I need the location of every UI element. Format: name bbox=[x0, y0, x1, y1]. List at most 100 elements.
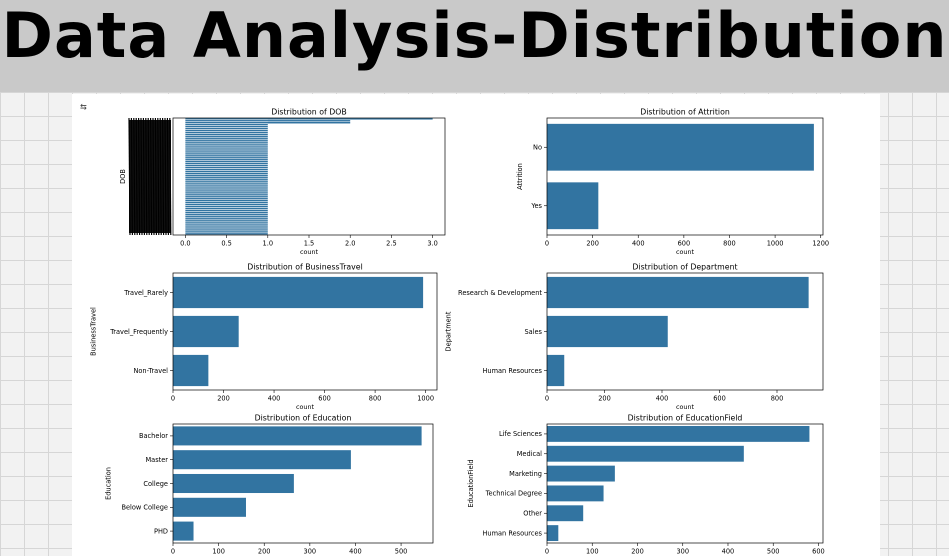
chart-1-label-stroke bbox=[162, 117, 165, 236]
chart-2-xtick-label: 1000 bbox=[767, 240, 784, 248]
chart-1-label-stroke bbox=[147, 117, 150, 236]
chart-6-title: Distribution of EducationField bbox=[628, 414, 743, 423]
chart-6-bar-technical-degree bbox=[547, 485, 604, 502]
chart-5-bar-phd bbox=[173, 521, 194, 541]
chart-1-bar bbox=[185, 190, 268, 192]
chart-5-xtick-label: 400 bbox=[349, 548, 362, 556]
chart-1-bar bbox=[185, 198, 268, 200]
chart-1-bar bbox=[185, 125, 268, 128]
chart-1-bar bbox=[185, 145, 268, 147]
chart-1-bar bbox=[185, 188, 268, 190]
chart-1-bar bbox=[185, 196, 268, 198]
chart-1-bar bbox=[185, 215, 268, 218]
chart-5-bar-master bbox=[173, 450, 351, 470]
chart-4-xtick-label: 200 bbox=[598, 395, 611, 403]
chart-4-xtick-label: 600 bbox=[713, 395, 726, 403]
chart-3-ylabel: BusinessTravel bbox=[89, 307, 97, 356]
chart-5-xtick-label: 0 bbox=[171, 548, 175, 556]
chart-1-bar bbox=[185, 166, 268, 169]
chart-2-xtick-label: 400 bbox=[632, 240, 645, 248]
chart-5-bar-college bbox=[173, 473, 294, 494]
chart-5-bar-below-college bbox=[173, 497, 246, 517]
chart-5-title: Distribution of Education bbox=[255, 414, 352, 423]
chart-1-bar bbox=[185, 155, 268, 157]
chart-1-bar bbox=[185, 131, 268, 134]
chart-3-ytick-label-non-travel: Non-Travel bbox=[133, 367, 168, 375]
chart-5-ylabel: Education bbox=[104, 467, 112, 500]
chart-4-ytick-label-sales: Sales bbox=[524, 328, 542, 336]
chart-2-title: Distribution of Attrition bbox=[640, 108, 730, 117]
chart-3-bar-non-travel bbox=[173, 354, 209, 387]
chart-1-label-stroke bbox=[164, 117, 167, 236]
chart-4-axes-frame bbox=[546, 272, 824, 391]
chart-6-ytick-label-medical: Medical bbox=[517, 450, 542, 458]
chart-5-bar-bachelor bbox=[173, 426, 422, 446]
chart-2-ytick-label-yes: Yes bbox=[530, 202, 542, 210]
chart-2-xtick-label: 200 bbox=[586, 240, 599, 248]
chart-1-label-stroke bbox=[128, 117, 131, 236]
chart-6-bar-other bbox=[547, 505, 584, 522]
chart-2-xlabel: count bbox=[676, 248, 695, 256]
chart-2-xtick-label: 0 bbox=[545, 240, 549, 248]
chart-1-xtick-label: 2.5 bbox=[386, 240, 397, 248]
chart-1-bar bbox=[185, 203, 268, 206]
chart-1-bar bbox=[185, 172, 268, 175]
chart-1-bar bbox=[185, 213, 268, 216]
chart-1-bar bbox=[185, 205, 268, 208]
chart-1-bar bbox=[185, 118, 433, 120]
chart-1-bar bbox=[185, 137, 268, 140]
chart-1-bar bbox=[185, 139, 268, 142]
chart-1-bar bbox=[185, 176, 268, 179]
chart-1-ylabel: DOB bbox=[119, 169, 127, 184]
chart-6-bar-human-resources bbox=[547, 525, 559, 542]
chart-1-bar bbox=[185, 129, 268, 132]
chart-6-xtick-label: 300 bbox=[676, 548, 689, 556]
chart-1-label-stroke bbox=[152, 117, 155, 236]
chart-1-bar bbox=[185, 168, 268, 171]
chart-3-bar-travel-frequently bbox=[173, 315, 239, 348]
chart-6-bar-life-sciences bbox=[547, 425, 810, 442]
chart-1-title: Distribution of DOB bbox=[271, 108, 346, 117]
chart-1-bar bbox=[185, 164, 268, 167]
chart-2-bar-yes bbox=[547, 182, 599, 230]
chart-2-xtick-label: 600 bbox=[678, 240, 691, 248]
chart-6-ytick-label-human-resources: Human Resources bbox=[482, 529, 542, 537]
chart-1-bar bbox=[185, 233, 268, 235]
chart-4-xtick-label: 0 bbox=[545, 395, 549, 403]
chart-1-bar bbox=[185, 229, 268, 231]
chart-6-xtick-label: 400 bbox=[722, 548, 735, 556]
chart-5-ytick-label-bachelor: Bachelor bbox=[139, 432, 168, 440]
chart-3-ytick-label-travel-rarely: Travel_Rarely bbox=[123, 289, 168, 297]
chart-6-xtick-label: 200 bbox=[631, 548, 644, 556]
chart-1-bar bbox=[185, 170, 268, 173]
chart-1-bar bbox=[185, 225, 268, 227]
notebook-output-panel: ⇆ 0.0 0.5 1.0 1.5 2.0 2.5 3.0 Distribution of D… bbox=[72, 94, 880, 556]
chart-6-bar-medical bbox=[547, 445, 744, 462]
chart-4-xtick-label: 400 bbox=[656, 395, 669, 403]
chart-6-ytick-label-life-sciences: Life Sciences bbox=[499, 430, 543, 438]
chart-3-xtick-label: 1000 bbox=[417, 395, 434, 403]
chart-1-bar bbox=[185, 209, 268, 212]
chart-4-ytick-label-human-resources: Human Resources bbox=[482, 367, 542, 375]
chart-1-xtick-label: 3.0 bbox=[427, 240, 438, 248]
chart-5-ytick-label-below-college: Below College bbox=[121, 504, 168, 512]
chart-1-bar bbox=[185, 201, 268, 204]
chart-1-xlabel: count bbox=[300, 248, 319, 256]
chart-4-ylabel: Department bbox=[445, 311, 453, 351]
chart-1-xtick-label: 0.5 bbox=[221, 240, 232, 248]
chart-1-bar bbox=[185, 194, 268, 196]
output-toggle-icon[interactable]: ⇆ bbox=[80, 100, 87, 113]
chart-1-bar bbox=[185, 174, 268, 177]
chart-1-bar bbox=[185, 122, 351, 124]
chart-2-bar-no bbox=[547, 123, 814, 171]
chart-1-bar bbox=[185, 207, 268, 210]
chart-6-ytick-label-technical-degree: Technical Degree bbox=[485, 490, 542, 498]
chart-4-xtick-label: 800 bbox=[771, 395, 784, 403]
chart-6-xtick-label: 500 bbox=[767, 548, 780, 556]
chart-1-bar bbox=[185, 153, 268, 155]
chart-5-xtick-label: 500 bbox=[395, 548, 408, 556]
chart-5-ytick-label-phd: PHD bbox=[154, 527, 168, 535]
chart-1-label-stroke bbox=[157, 117, 160, 236]
page-title: Data Analysis-Distribution bbox=[1, 0, 948, 72]
chart-1-axes-frame bbox=[172, 117, 446, 236]
